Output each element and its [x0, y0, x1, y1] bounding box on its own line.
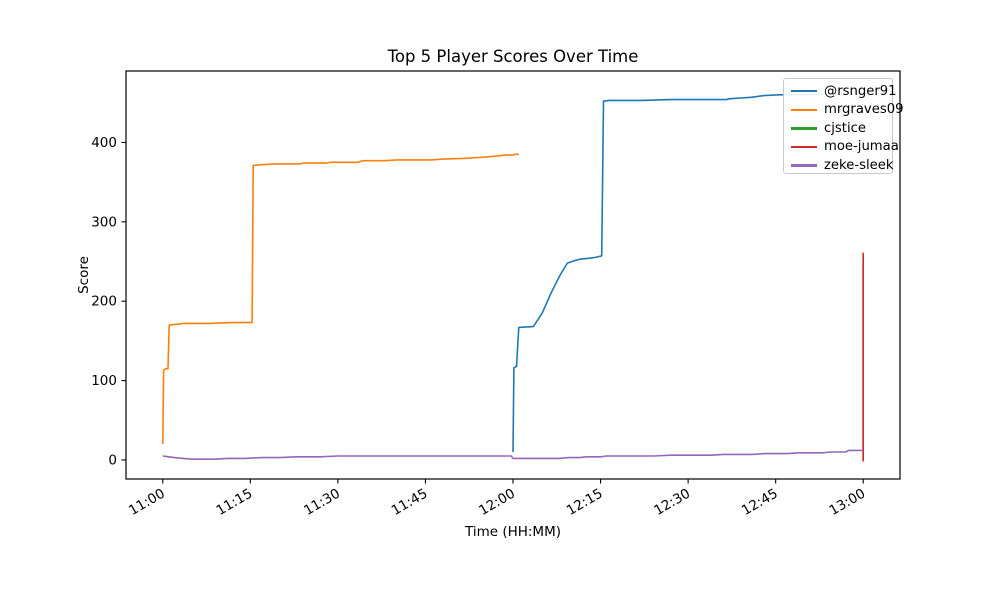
x-tick-label: 12:30: [651, 486, 693, 519]
legend-item-cjstice: cjstice: [791, 119, 892, 138]
x-tick-label: 13:00: [827, 486, 869, 519]
series-line-zeke-sleek: [162, 449, 864, 461]
legend-item-zeke-sleek: zeke-sleek: [791, 156, 894, 175]
x-tick-label: 11:15: [214, 486, 256, 519]
legend-line-swatch: [791, 164, 817, 167]
legend-label: zeke-sleek: [824, 158, 894, 174]
legend-line-swatch: [791, 127, 817, 130]
y-tick-label: 400: [91, 135, 117, 151]
series-line--rsnger91: [512, 92, 864, 453]
legend-item-mrgraves09: mrgraves09: [791, 101, 903, 120]
x-tick-label: 11:00: [126, 486, 168, 519]
legend-label: moe-jumaa: [824, 139, 899, 155]
legend-label: mrgraves09: [824, 102, 904, 118]
legend-line-swatch: [791, 108, 817, 112]
legend-item--rsnger91: @rsnger91: [791, 82, 897, 101]
legend-label: cjstice: [824, 120, 866, 136]
legend-line-swatch: [791, 90, 817, 93]
legend: @rsnger91 mrgraves09 cjstice moe-jumaa zeke-…: [783, 78, 903, 175]
y-tick-label: 300: [91, 214, 117, 230]
x-tick-label: 11:30: [301, 486, 343, 519]
legend-line-swatch: [791, 145, 817, 149]
y-tick-label: 200: [91, 294, 117, 310]
x-tick-label: 12:45: [739, 486, 781, 519]
y-tick-label: 0: [108, 452, 117, 468]
chart-title: Top 5 Player Scores Over Time: [387, 47, 639, 66]
x-tick-label: 11:45: [389, 486, 431, 519]
x-tick-label: 12:00: [476, 486, 518, 519]
legend-label: @rsnger91: [824, 83, 897, 99]
legend-item-moe-jumaa: moe-jumaa: [791, 138, 899, 157]
y-tick-label: 100: [91, 373, 117, 389]
x-axis-label: Time (HH:MM): [464, 524, 561, 540]
y-axis-label: Score: [76, 256, 92, 294]
x-tick-label: 12:15: [564, 486, 606, 519]
series-line-mrgraves09: [162, 153, 519, 445]
